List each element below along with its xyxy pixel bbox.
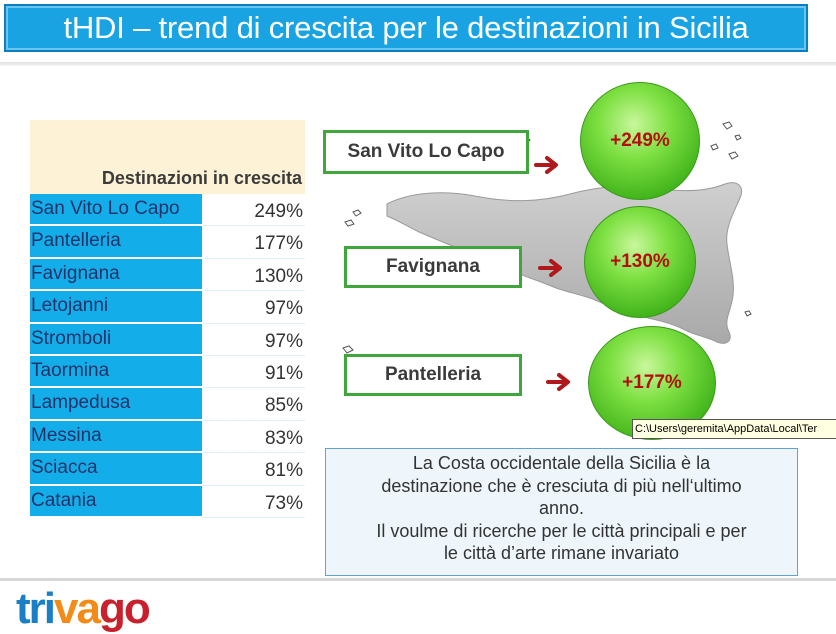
island-eolie-3 [710,143,719,151]
island-egadi-1 [352,209,362,217]
row-percent: 85% [202,388,305,421]
row-name: Lampedusa [30,388,202,421]
table-row: Pantelleria 177% [30,226,305,259]
row-name: Messina [30,420,202,454]
island-eolie-2 [734,134,742,141]
destinations-table: San Vito Lo Capo 249% Pantelleria 177% Fav… [30,194,305,518]
slide-title: tHDI – trend di crescita per le destinaz… [63,10,749,45]
row-percent: 91% [202,355,305,389]
table-row: Sciacca 81% [30,453,305,486]
row-name: Pantelleria [30,226,202,259]
table-row: Messina 83% [30,420,305,454]
note-text: La Costa occidentale della Sicilia è la … [330,452,793,565]
row-percent: 130% [202,258,305,292]
title-bar: tHDI – trend di crescita per le destinaz… [4,4,808,52]
row-name: San Vito Lo Capo [30,194,202,227]
trivago-logo: trivago [16,584,151,634]
table-row: San Vito Lo Capo 249% [30,194,305,227]
note-line: anno. [538,498,585,519]
callout-label-san-vito: San Vito Lo Capo [323,130,529,174]
file-path-tooltip: C:\Users\geremita\AppData\Local\Ter [632,419,836,439]
growth-bubble-favignana: +130% [584,206,696,318]
note-line: La Costa occidentale della Sicilia è la [412,453,711,473]
callout-label-pantelleria: Pantelleria [344,354,522,396]
row-percent: 83% [202,420,305,454]
row-name: Sciacca [30,453,202,486]
table-row: Catania 73% [30,485,305,518]
island-eolie-4 [728,151,739,160]
note-line: Il voulme di ricerche per le città princ… [376,520,747,541]
table-row: Lampedusa 85% [30,388,305,421]
growth-bubble-san-vito: +249% [580,82,700,200]
island-eolie-1 [722,121,733,130]
table-header: Destinazioni in crescita [101,168,302,188]
footer-divider [0,578,836,581]
arrow-right-icon [546,373,570,391]
row-percent: 81% [202,453,305,486]
note-box [325,448,798,576]
table-row: Taormina 91% [30,355,305,389]
arrow-right-icon [538,259,562,277]
table-row: Stromboli 97% [30,323,305,356]
island-east-1 [744,310,752,317]
logo-part-red: go [98,584,151,633]
note-line: destinazione che è cresciuta di più nell… [381,475,742,496]
row-percent: 177% [202,226,305,259]
logo-part-blue: tri [16,584,56,633]
title-divider [0,62,836,66]
arrow-right-icon [534,156,558,174]
row-name: Stromboli [30,323,202,356]
row-percent: 97% [202,323,305,356]
row-percent: 73% [202,485,305,518]
island-egadi-2 [344,219,355,227]
row-name: Catania [30,485,202,518]
table-header-background [30,120,305,194]
island-pantelleria [342,345,354,354]
table-row: Favignana 130% [30,258,305,292]
callout-label-favignana: Favignana [344,246,522,288]
table-row: Letojanni 97% [30,291,305,324]
row-name: Letojanni [30,291,202,324]
note-line: le città d’arte rimane invariato [443,543,680,564]
row-name: Taormina [30,355,202,389]
row-name: Favignana [30,258,202,292]
logo-part-orange: va [54,584,101,633]
row-percent: 97% [202,291,305,324]
row-percent: 249% [202,194,305,227]
